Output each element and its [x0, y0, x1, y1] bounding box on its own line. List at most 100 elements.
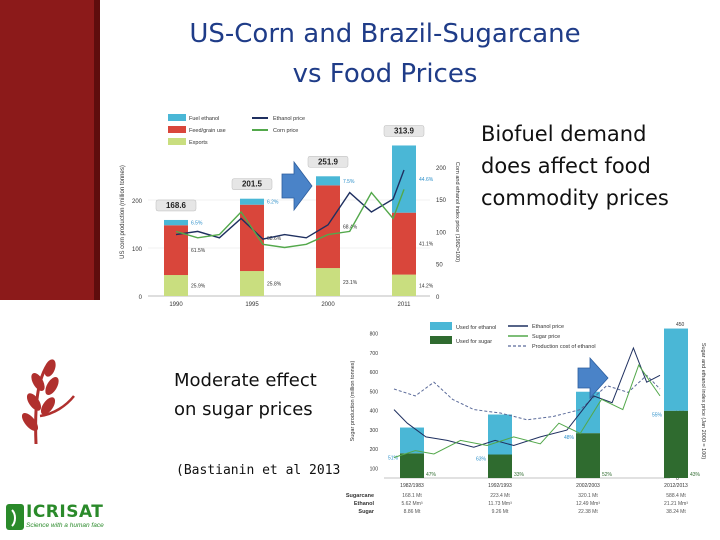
chart1-y-axis-label: US corn production (million tonnes)	[120, 165, 126, 259]
brazil-sugarcane-chart: 1002003004005006007008000501001502002503…	[340, 312, 712, 536]
chart2-ethanol-value: 12.49 Mm³	[576, 501, 600, 507]
moderate-line-2: on sugar prices	[174, 399, 313, 420]
chart2-y-tick: 200	[370, 447, 379, 453]
red-side-band	[0, 0, 94, 300]
chart1-y2-tick: 0	[436, 295, 440, 301]
chart1-line-corn-price	[175, 189, 405, 249]
note-line-3: commodity prices	[481, 186, 669, 210]
chart1-percent-label: 6.5%	[191, 221, 203, 227]
chart2-ethanol-pct: 55%	[652, 413, 663, 419]
slide-title: US-Corn and Brazil-Sugarcane vs Food Pri…	[150, 14, 620, 94]
chart1-legend-label: Ethanol price	[273, 116, 305, 122]
chart2-y2-axis-label: Sugar and ethanol index price (Jan 2000 …	[700, 343, 706, 460]
chart2-row-label: Sugar	[358, 509, 374, 515]
chart1-legend-label: Fuel ethanol	[189, 116, 219, 122]
us-corn-chart: 0 100 200 0 50 100 150 200 US corn production (m…	[112, 108, 466, 314]
chart2-y-tick: 800	[370, 332, 379, 338]
chart2-line-sugar-price	[393, 364, 661, 458]
chart1-y2-tick: 50	[436, 263, 443, 269]
chart2-ethanol-pct: 48%	[564, 435, 575, 441]
chart2-y2-tick: 450	[676, 322, 685, 328]
chart1-total-label: 251.9	[318, 157, 339, 166]
chart2-legend-label: Ethanol price	[532, 324, 564, 330]
chart1-bar-feed-grain-use	[316, 185, 340, 269]
chart1-bar-exports	[392, 274, 416, 296]
chart1-total-callout	[383, 125, 425, 137]
chart1-total-callout	[231, 178, 273, 190]
chart1-percent-label: 23.1%	[343, 280, 358, 286]
chart1-percent-label: 44.6%	[419, 177, 434, 183]
chart2-line-ethanol-price	[393, 346, 661, 448]
arrow-icon	[577, 356, 609, 400]
chart1-y-tick: 200	[132, 199, 143, 205]
chart1-y2-tick: 200	[436, 166, 447, 172]
chart1-bar-exports	[164, 275, 188, 296]
chart1-y-tick: 100	[132, 247, 143, 253]
chart2-y-tick: 100	[370, 466, 379, 472]
chart2-legend-label: Used for sugar	[456, 339, 492, 345]
chart2-bar-ethanol	[400, 427, 424, 454]
chart1-legend-label: Corn price	[273, 128, 298, 134]
chart1-y2-tick: 150	[436, 198, 447, 204]
wheat-icon	[21, 359, 75, 445]
chart2-y-tick: 300	[370, 428, 379, 434]
chart2-x-tick: 2012/2013	[664, 483, 688, 489]
chart1-percent-label: 68.6%	[267, 236, 282, 242]
chart2-line-production-cost	[393, 374, 661, 421]
chart2-sugarcane-value: 168.1 Mt	[402, 493, 422, 499]
chart1-x-tick: 1995	[245, 302, 259, 308]
chart2-x-tick: 1982/1983	[400, 483, 424, 489]
moderate-line-1: Moderate effect	[174, 370, 317, 391]
logo-tagline: Science with a human face	[26, 522, 104, 529]
note-line-2: does affect food	[481, 154, 651, 178]
chart1-percent-label: 25.9%	[191, 284, 206, 290]
chart2-bar-sugar	[576, 433, 600, 478]
chart1-bar-fuel-ethanol	[392, 145, 416, 213]
chart1-total-label: 201.5	[242, 180, 263, 189]
chart2-sugarcane-value: 588.4 Mt	[666, 493, 686, 499]
chart2-legend-label: Used for ethanol	[456, 325, 496, 331]
chart2-legend-label: Production cost of ethanol	[532, 344, 596, 350]
chart2-sugarcane-value: 320.1 Mt	[578, 493, 598, 499]
chart1-bar-fuel-ethanol	[316, 176, 340, 186]
chart2-ethanol-pct: 63%	[476, 457, 487, 463]
chart1-total-callout	[307, 156, 349, 168]
chart2-bar-ethanol	[664, 328, 688, 411]
chart1-percent-label: 68.4%	[343, 225, 358, 231]
chart1-total-label: 313.9	[394, 126, 415, 135]
logo-name: ICRISAT	[26, 502, 104, 522]
citation: (Bastianin et al 2013)	[176, 463, 349, 478]
dark-side-strip	[94, 0, 100, 300]
chart2-legend-swatch	[430, 322, 452, 330]
note-line-1: Biofuel demand	[481, 122, 647, 146]
chart2-ethanol-value: 21.21 Mm³	[664, 501, 688, 507]
chart2-y-tick: 700	[370, 351, 379, 357]
chart1-percent-label: 6.2%	[267, 200, 279, 206]
chart1-x-tick: 2011	[398, 302, 412, 308]
chart2-bar-sugar	[400, 453, 424, 478]
title-line-1: US-Corn and Brazil-Sugarcane	[189, 19, 581, 49]
chart1-y2-tick: 100	[436, 230, 447, 236]
chart1-percent-label: 14.2%	[419, 283, 434, 289]
chart1-percent-label: 7.5%	[343, 179, 355, 185]
chart1-percent-label: 41.1%	[419, 242, 434, 248]
chart2-sugar-value: 22.38 Mt	[578, 509, 598, 515]
moderate-note: Moderate effect on sugar prices	[174, 366, 364, 424]
chart2-sugar-value: 8.86 Mt	[404, 509, 421, 515]
chart2-bar-sugar	[664, 410, 688, 478]
chart1-legend-swatch	[168, 126, 186, 133]
chart2-sugar-pct: 33%	[514, 472, 525, 478]
chart2-sugar-pct: 47%	[426, 472, 437, 478]
arrow-icon	[281, 160, 313, 212]
chart2-bar-ethanol	[576, 391, 600, 434]
chart1-x-tick: 1990	[169, 302, 183, 308]
chart2-ethanol-value: 5.62 Mm³	[401, 501, 422, 507]
chart1-y-tick: 0	[139, 295, 143, 301]
chart1-line-ethanol-price	[175, 169, 405, 240]
chart2-legend-swatch	[430, 336, 452, 344]
chart2-ethanol-pct: 51%	[388, 455, 399, 461]
chart2-x-tick: 2002/2003	[576, 483, 600, 489]
chart2-sugar-pct: 52%	[602, 472, 613, 478]
chart2-y-tick: 600	[370, 370, 379, 376]
chart1-bar-feed-grain-use	[392, 212, 416, 275]
